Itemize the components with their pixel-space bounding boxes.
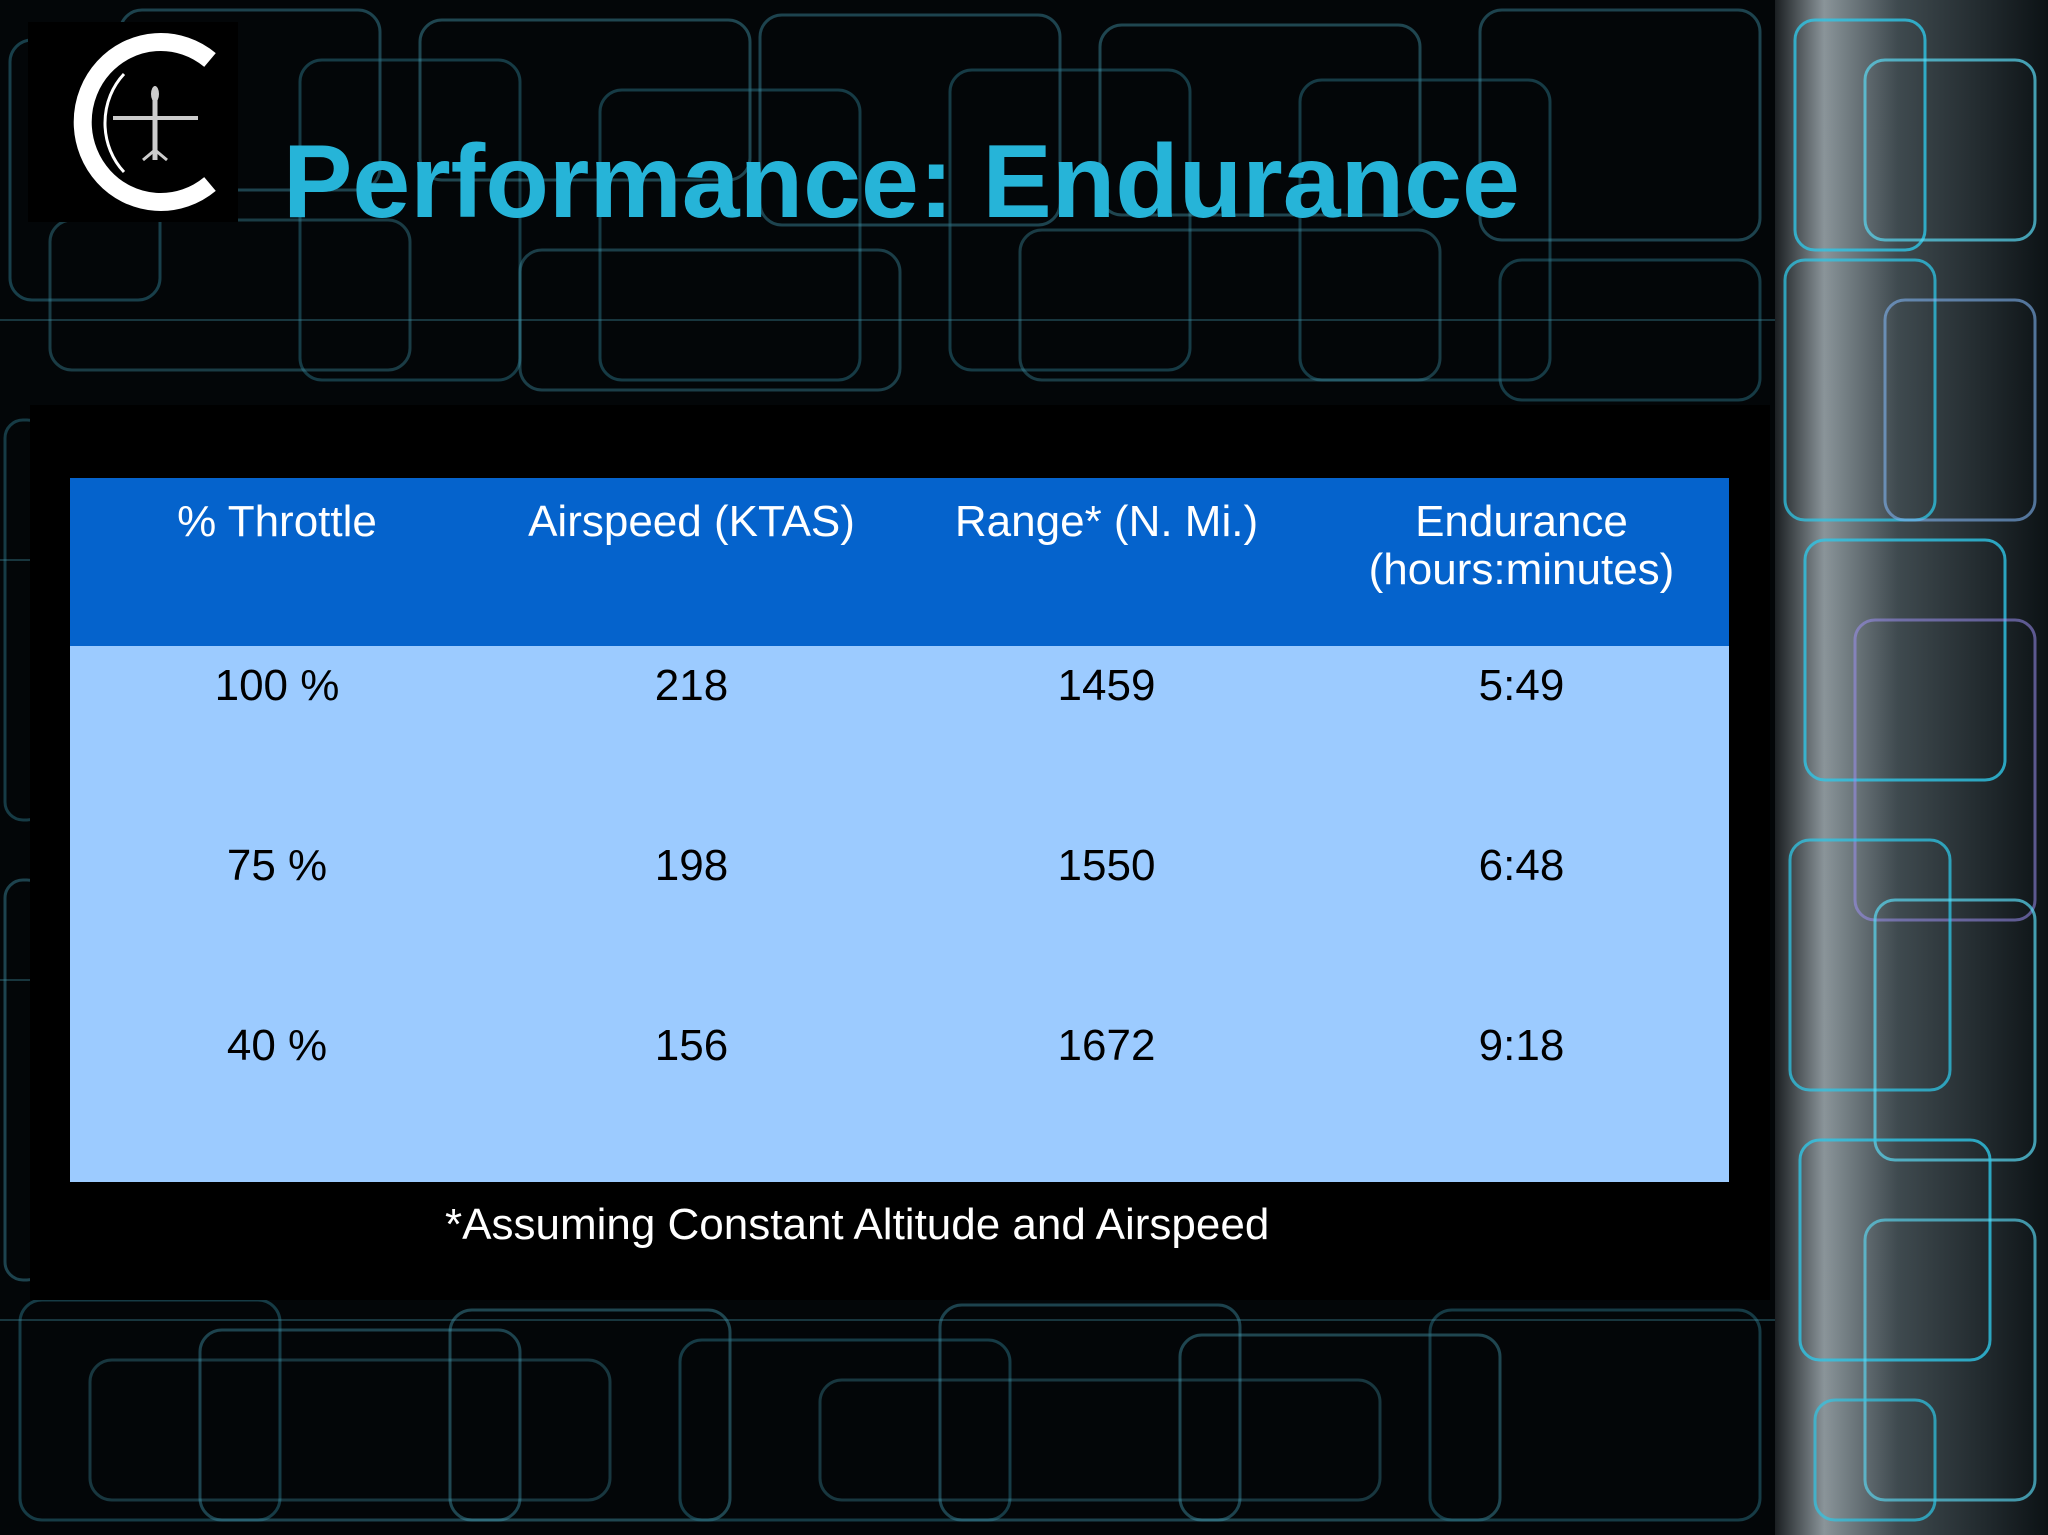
table-row: 100 % 218 1459 5:49: [70, 646, 1729, 826]
company-logo: [28, 22, 238, 222]
header-endurance: Endurance (hours:minutes): [1314, 478, 1729, 646]
table-row: 40 % 156 1672 9:18: [70, 1006, 1729, 1182]
footnote: *Assuming Constant Altitude and Airspeed: [445, 1200, 1270, 1249]
slide-title: Performance: Endurance: [283, 124, 1520, 240]
header-airspeed: Airspeed (KTAS): [484, 478, 899, 646]
cell-airspeed: 218: [484, 646, 899, 826]
cell-throttle: 40 %: [70, 1006, 484, 1182]
cell-range: 1550: [899, 826, 1314, 1006]
cell-endurance: 5:49: [1314, 646, 1729, 826]
aircraft-c-logo-icon: [73, 33, 216, 211]
content-panel: % Throttle Airspeed (KTAS) Range* (N. Mi…: [30, 405, 1770, 1300]
side-circuit-lines: [1783, 18, 2037, 1522]
cell-endurance: 6:48: [1314, 826, 1729, 1006]
cell-range: 1672: [899, 1006, 1314, 1182]
cell-airspeed: 156: [484, 1006, 899, 1182]
cell-throttle: 75 %: [70, 826, 484, 1006]
header-throttle: % Throttle: [70, 478, 484, 646]
performance-table: % Throttle Airspeed (KTAS) Range* (N. Mi…: [70, 478, 1729, 1182]
cell-airspeed: 198: [484, 826, 899, 1006]
cell-endurance: 9:18: [1314, 1006, 1729, 1182]
header-range: Range* (N. Mi.): [899, 478, 1314, 646]
table-header-row: % Throttle Airspeed (KTAS) Range* (N. Mi…: [70, 478, 1729, 646]
cell-range: 1459: [899, 646, 1314, 826]
table-row: 75 % 198 1550 6:48: [70, 826, 1729, 1006]
cell-throttle: 100 %: [70, 646, 484, 826]
